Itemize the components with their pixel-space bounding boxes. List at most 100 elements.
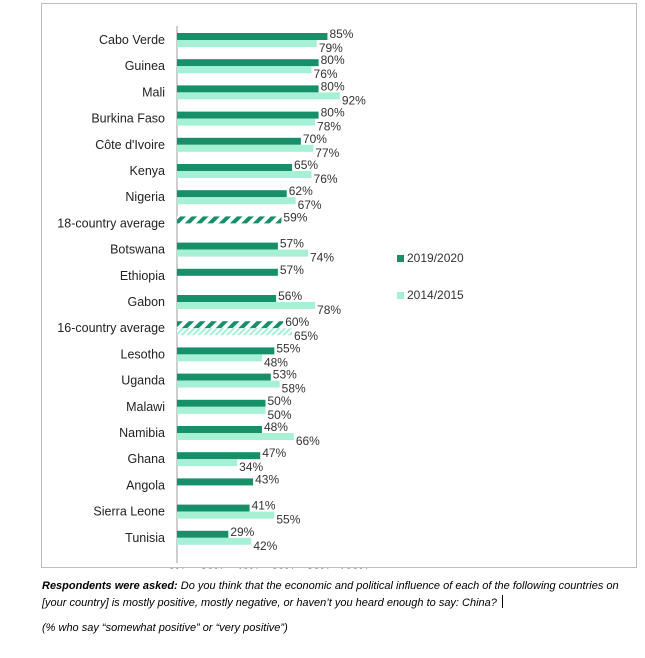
category-label: Nigeria — [125, 190, 165, 204]
value-label-2019-2020: 47% — [262, 446, 286, 460]
value-label-2014-2015: 76% — [314, 67, 338, 81]
bar-2014-2015 — [177, 302, 316, 309]
bar-2014-2015 — [177, 354, 262, 362]
value-label-2019-2020: 56% — [278, 289, 302, 303]
value-label-2019-2020: 62% — [289, 184, 313, 198]
bar-2019-2020 — [177, 321, 284, 329]
value-label-2014-2015: 50% — [268, 408, 292, 422]
bar-2019-2020 — [177, 530, 229, 538]
bar-2019-2020 — [177, 164, 293, 171]
bar-2014-2015 — [177, 511, 275, 519]
value-label-2019-2020: 48% — [264, 420, 288, 434]
category-label: Kenya — [130, 164, 165, 178]
survey-question: Respondents were asked: Do you think tha… — [42, 578, 642, 612]
category-label: 16-country average — [57, 321, 165, 335]
value-label-2019-2020: 57% — [280, 263, 304, 277]
category-label: Malawi — [126, 400, 165, 414]
category-label: Namibia — [119, 426, 165, 440]
legend: 2019/2020 2014/2015 — [397, 251, 464, 302]
value-label-2019-2020: 59% — [283, 210, 307, 224]
bar-2014-2015 — [177, 328, 293, 336]
value-label-2014-2015: 78% — [317, 120, 341, 134]
text-cursor — [501, 595, 503, 608]
category-label: Angola — [126, 478, 165, 492]
bar-2019-2020 — [177, 85, 319, 93]
value-label-2019-2020: 80% — [321, 106, 345, 120]
bar-2019-2020 — [177, 111, 319, 119]
bar-2019-2020 — [177, 347, 275, 355]
category-label: Gabon — [127, 295, 165, 309]
value-label-2014-2015: 76% — [314, 172, 338, 186]
bar-2014-2015 — [177, 380, 280, 388]
chart-frame: 0% 20% 40% 60% 80% 100% Cabo Verde 85%79% Guine… — [41, 3, 637, 569]
category-label: Ghana — [127, 452, 165, 466]
labels-layer: Cabo Verde 85%79%Guinea 80%76%Mali 80%92%Bu… — [57, 27, 366, 553]
category-label: Guinea — [125, 59, 165, 73]
bar-2014-2015 — [177, 197, 296, 205]
bar-2019-2020 — [177, 504, 250, 512]
value-label-2019-2020: 55% — [276, 341, 300, 355]
category-label: Burkina Faso — [91, 112, 165, 126]
x-tick-label: 80% — [307, 566, 331, 569]
bar-2014-2015 — [177, 171, 312, 178]
bar-2019-2020 — [177, 399, 266, 407]
legend-swatch — [397, 255, 404, 262]
category-label: Sierra Leone — [93, 505, 165, 519]
x-tick-label: 0% — [168, 566, 186, 569]
value-label-2014-2015: 48% — [264, 355, 288, 369]
bar-2019-2020 — [177, 216, 282, 224]
bar-2019-2020 — [177, 373, 271, 381]
bar-2014-2015 — [177, 249, 308, 257]
value-label-2014-2015: 66% — [296, 434, 320, 448]
bar-2014-2015 — [177, 144, 314, 152]
value-label-2019-2020: 80% — [321, 79, 345, 93]
category-label: Tunisia — [125, 531, 165, 545]
category-label: Cabo Verde — [99, 33, 165, 47]
bar-2019-2020 — [177, 452, 261, 460]
question-lead: Respondents were asked: — [42, 580, 178, 592]
bar-2019-2020 — [177, 268, 278, 276]
value-label-2019-2020: 43% — [255, 472, 279, 486]
legend-label: 2014/2015 — [407, 288, 464, 302]
value-label-2014-2015: 42% — [253, 539, 277, 553]
value-label-2014-2015: 34% — [239, 460, 263, 474]
bar-chart: 0% 20% 40% 60% 80% 100% Cabo Verde 85%79% Guine… — [57, 26, 464, 569]
value-label-2014-2015: 67% — [298, 198, 322, 212]
bar-2014-2015 — [177, 459, 238, 467]
survey-note: (% who say “somewhat positive” or “very … — [42, 622, 288, 634]
bar-2014-2015 — [177, 433, 294, 440]
value-label-2014-2015: 55% — [276, 513, 300, 527]
value-label-2019-2020: 65% — [294, 158, 318, 172]
bar-2019-2020 — [177, 478, 254, 486]
category-label: Botswana — [110, 243, 165, 257]
x-tick-label: 40% — [236, 566, 260, 569]
category-label: Ethiopia — [120, 269, 165, 283]
bar-2019-2020 — [177, 59, 319, 67]
bar-2019-2020 — [177, 190, 287, 198]
bar-2019-2020 — [177, 295, 277, 302]
value-label-2019-2020: 57% — [280, 237, 304, 251]
bar-2019-2020 — [177, 33, 328, 40]
value-label-2019-2020: 60% — [285, 315, 309, 329]
value-label-2019-2020: 53% — [273, 368, 297, 382]
legend-swatch — [397, 292, 404, 299]
value-label-2019-2020: 50% — [268, 394, 292, 408]
category-label: Lesotho — [121, 347, 166, 361]
value-label-2019-2020: 70% — [303, 132, 327, 146]
bar-2019-2020 — [177, 242, 278, 250]
bar-2019-2020 — [177, 137, 301, 145]
bar-2014-2015 — [177, 118, 316, 126]
legend-label: 2019/2020 — [407, 251, 464, 265]
bar-2014-2015 — [177, 537, 252, 545]
value-label-2014-2015: 58% — [282, 382, 306, 396]
category-label: Uganda — [121, 374, 165, 388]
value-label-2014-2015: 65% — [294, 329, 318, 343]
value-label-2014-2015: 78% — [317, 303, 341, 317]
value-label-2014-2015: 79% — [319, 41, 343, 55]
value-label-2014-2015: 74% — [310, 251, 334, 265]
bars-layer — [177, 33, 340, 545]
bar-2014-2015 — [177, 40, 317, 47]
x-tick-label: 100% — [339, 566, 370, 569]
value-label-2019-2020: 85% — [329, 27, 353, 41]
x-tick-label: 60% — [271, 566, 295, 569]
